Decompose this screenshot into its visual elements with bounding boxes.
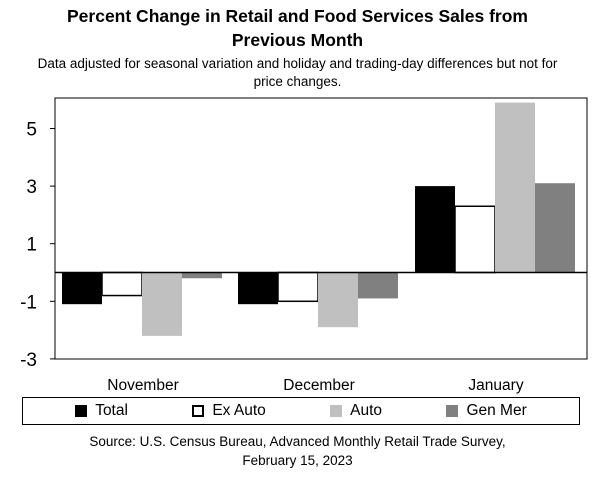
source-line-2: February 15, 2023 [242, 453, 353, 468]
legend-label-ex-auto: Ex Auto [212, 402, 266, 419]
bar-total-december [238, 272, 278, 305]
legend-label-total: Total [95, 402, 128, 419]
bar-gen-mer-november [182, 272, 222, 279]
y-tick-label: 3 [26, 177, 37, 198]
plot-area-frame [54, 97, 588, 360]
legend-label-gen-mer: Gen Mer [466, 402, 527, 419]
chart-subtitle-line-2: price changes. [253, 74, 342, 89]
x-category-label-december: December [283, 377, 355, 394]
bar-auto-november [142, 272, 182, 336]
legend-item-total: Total [75, 402, 128, 420]
y-tick-label: 5 [26, 120, 37, 141]
legend-swatch-auto [330, 405, 343, 417]
chart-subtitle: Data adjusted for seasonal variation and… [4, 55, 591, 91]
y-tick-label: 1 [26, 235, 37, 256]
bar-auto-december [318, 272, 358, 328]
chart-title-line-2: Previous Month [231, 30, 364, 50]
chart-title: Percent Change in Retail and Food Servic… [0, 4, 595, 52]
legend-swatch-ex-auto [192, 405, 205, 417]
bar-total-january [415, 186, 455, 273]
chart-title-line-1: Percent Change in Retail and Food Servic… [67, 6, 528, 26]
bar-gen-mer-december [358, 272, 398, 299]
legend-item-auto: Auto [330, 402, 382, 420]
bar-ex-auto-november [101, 271, 143, 297]
chart-legend: Total Ex Auto Auto Gen Mer [22, 397, 580, 425]
legend-item-gen-mer: Gen Mer [446, 402, 527, 420]
source-line-1: Source: U.S. Census Bureau, Advanced Mon… [89, 434, 506, 449]
x-category-label-november: November [107, 377, 179, 394]
bar-total-november [62, 272, 102, 305]
legend-swatch-gen-mer [446, 405, 459, 417]
source-note: Source: U.S. Census Bureau, Advanced Mon… [0, 432, 595, 470]
legend-label-auto: Auto [350, 402, 383, 419]
x-category-label-january: January [468, 377, 523, 394]
y-tick-label: -3 [20, 350, 37, 371]
legend-swatch-total [75, 405, 88, 417]
bar-auto-january [495, 102, 535, 273]
bar-ex-auto-january [454, 205, 496, 274]
bar-chart: 5 3 1 -1 -3 November December January [20, 97, 588, 394]
chart-subtitle-line-1: Data adjusted for seasonal variation and… [37, 56, 558, 71]
bar-gen-mer-january [535, 183, 575, 273]
bar-ex-auto-december [277, 271, 319, 303]
legend-item-ex-auto: Ex Auto [192, 402, 266, 420]
y-tick-label: -1 [20, 292, 37, 313]
